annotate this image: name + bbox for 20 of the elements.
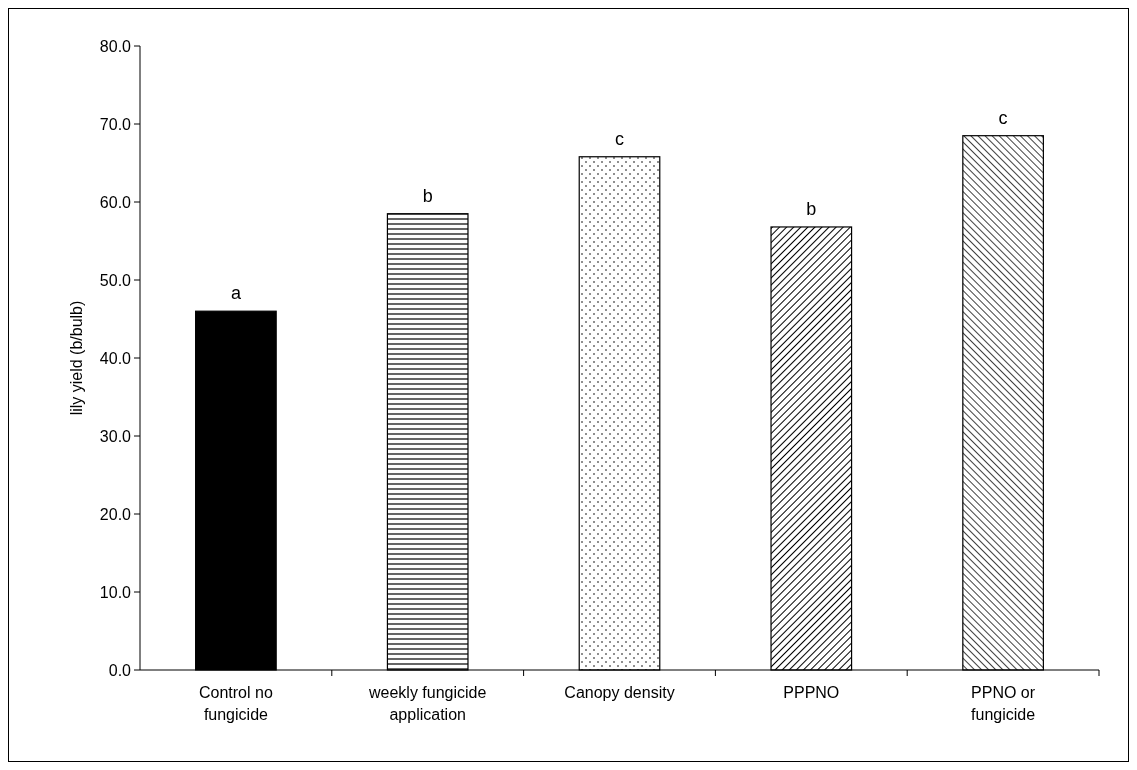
- y-tick-label: 40.0: [99, 349, 132, 367]
- annotation: c: [998, 107, 1008, 128]
- y-tick-label: 0.0: [108, 661, 132, 679]
- x-tick-label: PPNO or fungicide: [971, 684, 1036, 723]
- x-tick-label: weekly fungicide application: [368, 684, 487, 723]
- x-tick-label: Control no fungicide: [198, 684, 273, 723]
- y-tick-label: 10.0: [99, 583, 132, 601]
- annotation: b: [422, 185, 433, 206]
- y-tick-label: 60.0: [99, 193, 132, 211]
- y-tick-label: 50.0: [99, 271, 132, 289]
- y-tick-label: 70.0: [99, 115, 132, 133]
- annotation: c: [615, 128, 624, 149]
- x-tick-label: PPPNO: [783, 684, 840, 701]
- x-tick-label: Canopy density: [564, 684, 675, 701]
- y-tick-label: 30.0: [99, 427, 132, 445]
- annotation: a: [230, 283, 242, 304]
- y-tick-label: 80.0: [99, 37, 132, 55]
- y-tick-label: 20.0: [99, 505, 132, 523]
- y-axis-title: lily yield (b/bulb): [68, 300, 85, 416]
- annotation: b: [806, 198, 817, 219]
